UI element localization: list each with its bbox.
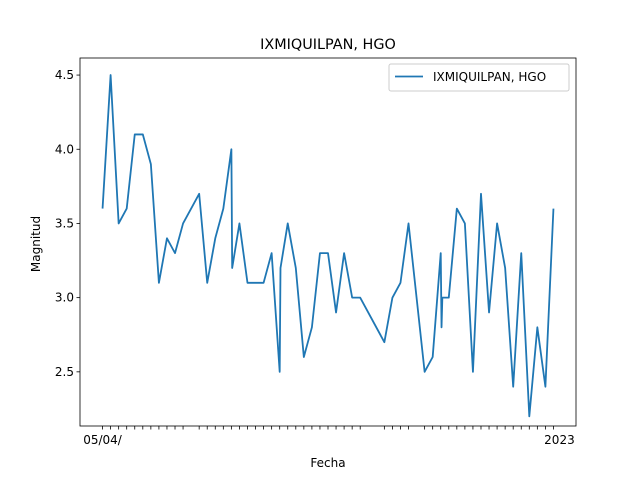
- y-tick-label: 3.0: [55, 291, 74, 305]
- plot-axes: 2.5 3.0 3.5 4.0 4.5 05/04/2023: [55, 57, 577, 447]
- legend-box: [388, 63, 570, 92]
- y-tick-label: 3.5: [55, 216, 74, 230]
- y-tick-label: 4.0: [55, 142, 74, 156]
- x-tick-label-last: 2023: [544, 433, 575, 447]
- y-tick-label: 2.5: [55, 365, 74, 379]
- legend-label: IXMIQUILPAN, HGO: [433, 70, 546, 84]
- legend: IXMIQUILPAN, HGO: [388, 63, 570, 92]
- series-line: [101, 74, 555, 418]
- x-axis-label: Fecha: [310, 456, 345, 470]
- plot-frame: [79, 57, 577, 427]
- y-tick-label: 4.5: [55, 68, 74, 82]
- chart-title: IXMIQUILPAN, HGO: [260, 37, 396, 53]
- x-tick-label-first: 05/04/: [83, 433, 123, 447]
- y-axis-label: Magnitud: [29, 216, 43, 272]
- series-layer: [101, 74, 555, 418]
